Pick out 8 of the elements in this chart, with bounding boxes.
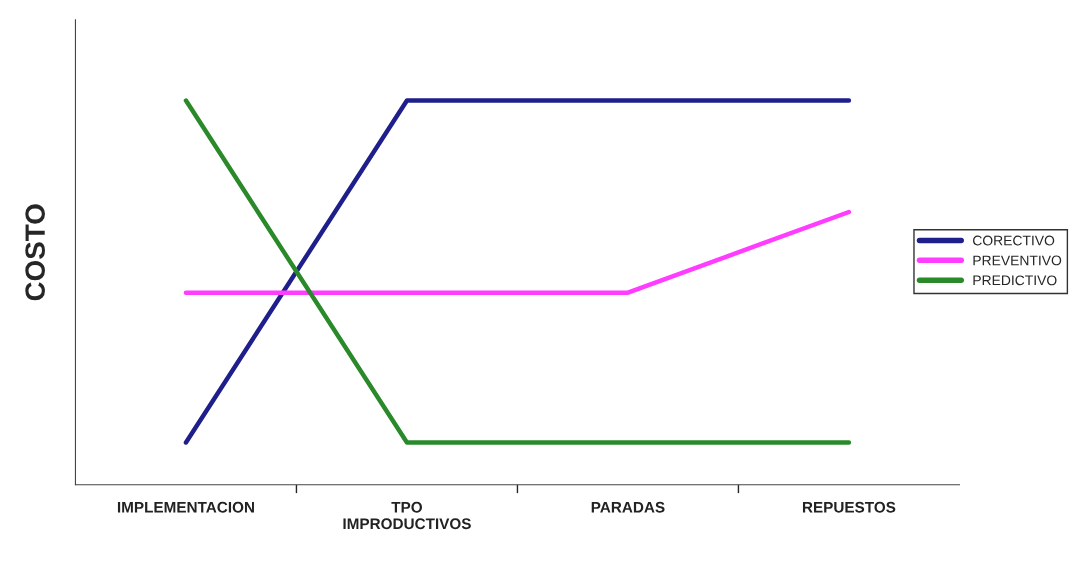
x-tick-label: IMPLEMENTACION [117, 501, 254, 513]
legend-label: CORECTIVO [973, 235, 1055, 246]
legend-label: PREDICTIVO [973, 275, 1057, 286]
x-tick-label: REPUESTOS [802, 501, 896, 513]
x-tick-label: TPO IMPRODUCTIVOS [343, 501, 471, 530]
legend-label: PREVENTIVO [973, 255, 1062, 266]
y-axis-title: COSTO [25, 204, 45, 301]
x-tick-label: PARADAS [591, 501, 665, 513]
